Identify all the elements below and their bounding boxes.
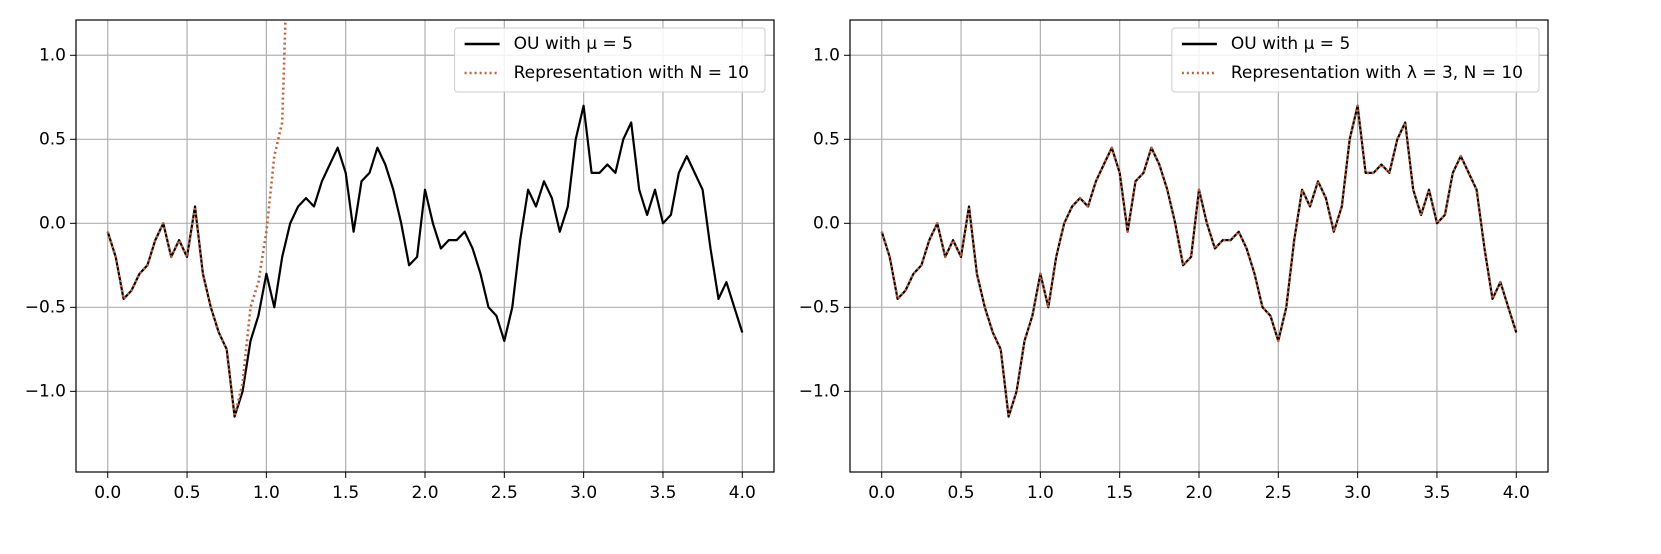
x-tick-label: 0.5 [174,483,201,503]
x-tick-label: 3.5 [1423,483,1450,503]
y-tick-label: −1.0 [799,381,840,401]
x-tick-label: 4.0 [1503,483,1530,503]
series-line [880,104,1518,418]
legend-label: Representation with λ = 3, N = 10 [1231,63,1523,83]
y-tick-label: 1.0 [39,45,66,65]
series-line [106,21,287,418]
legend-label: Representation with N = 10 [514,63,749,83]
x-tick-label: 3.0 [1344,483,1371,503]
y-tick-label: −1.0 [25,381,66,401]
plot-area [880,104,1518,418]
x-tick-label: 2.0 [411,483,438,503]
x-tick-label: 1.0 [1027,483,1054,503]
y-tick-label: −0.5 [25,297,66,317]
x-tick-label: 1.5 [1106,483,1133,503]
y-tick-label: −0.5 [799,297,840,317]
x-tick-label: 4.0 [729,483,756,503]
legend-label: OU with μ = 5 [514,34,633,54]
y-tick-label: 1.0 [813,45,840,65]
series-line [106,104,744,418]
y-tick-label: 0.0 [813,213,840,233]
x-tick-label: 0.0 [868,483,895,503]
x-tick-label: 2.5 [1265,483,1292,503]
x-tick-label: 2.5 [491,483,518,503]
y-tick-label: 0.5 [813,129,840,149]
plot-area [106,21,744,418]
x-tick-label: 1.5 [332,483,359,503]
axes-frame [849,19,1549,473]
x-tick-label: 0.5 [948,483,975,503]
axes-frame [75,19,775,473]
legend-label: OU with μ = 5 [1231,34,1350,54]
legend: OU with μ = 5 Representation with N = 10 [454,27,766,93]
x-tick-label: 2.0 [1185,483,1212,503]
y-tick-label: 0.5 [39,129,66,149]
x-tick-label: 1.0 [253,483,280,503]
x-tick-label: 3.0 [570,483,597,503]
y-tick-label: 0.0 [39,213,66,233]
x-tick-label: 3.5 [649,483,676,503]
legend-box [454,27,766,93]
legend-box [1171,27,1540,93]
legend: OU with μ = 5 Representation with λ = 3, … [1171,27,1540,93]
x-tick-label: 0.0 [94,483,121,503]
